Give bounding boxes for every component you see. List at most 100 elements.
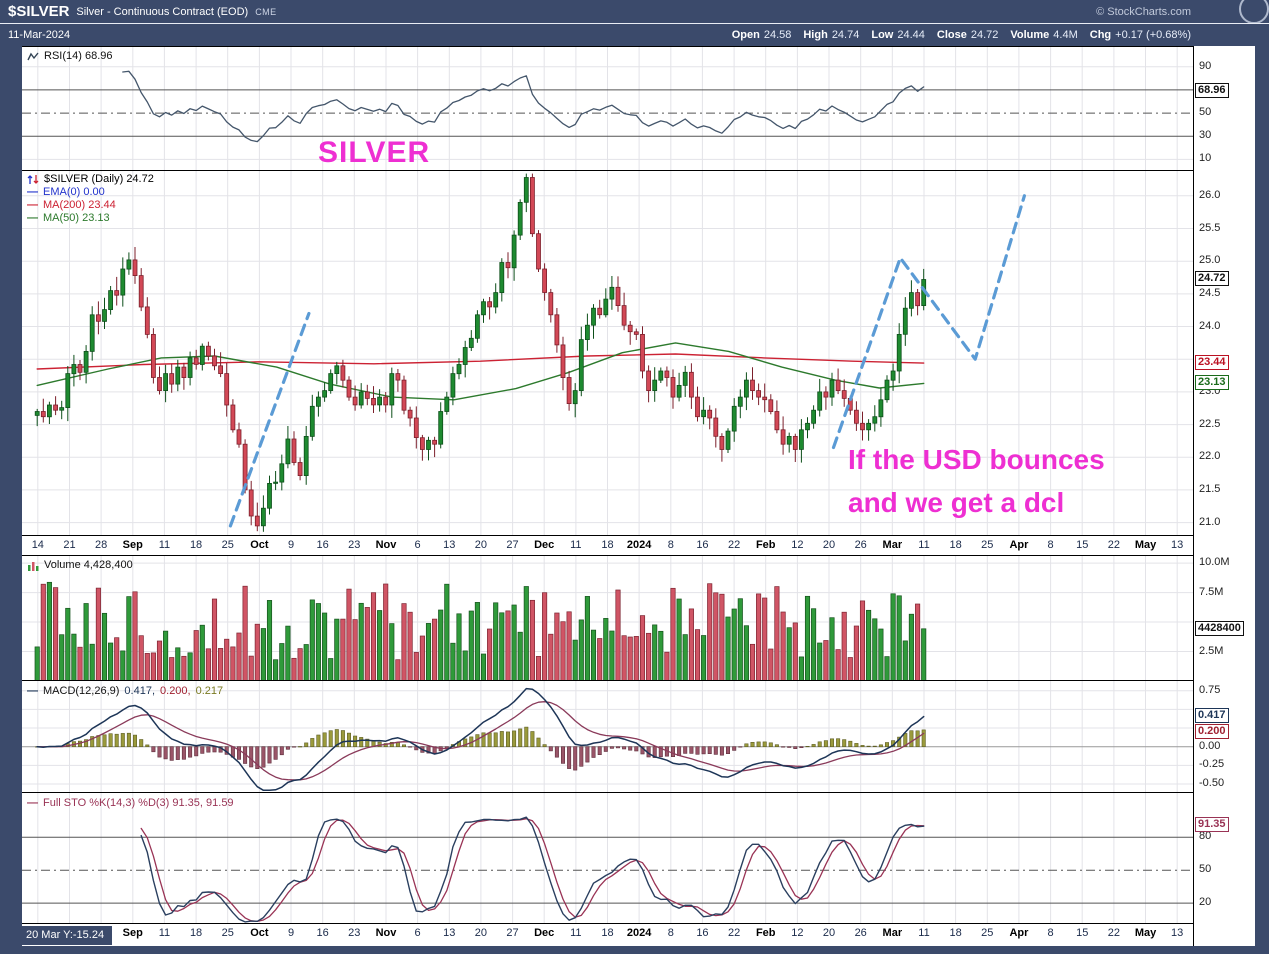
quote-value: 24.74 bbox=[831, 29, 860, 41]
x-axis-tick: 15 bbox=[1076, 539, 1089, 551]
axis-value-label: 21.5 bbox=[1199, 482, 1221, 495]
ma50-swatch-icon: — bbox=[27, 212, 38, 224]
quote-label: Low bbox=[871, 29, 894, 41]
price-plot[interactable] bbox=[22, 171, 1193, 536]
x-axis-tick: Feb bbox=[755, 539, 776, 551]
quote-value: 24.58 bbox=[763, 29, 792, 41]
chart-date: 11-Mar-2024 bbox=[8, 29, 71, 41]
axis-value-label: 0.75 bbox=[1199, 683, 1221, 696]
x-axis-tick: 25 bbox=[221, 927, 234, 939]
symbol: $SILVER bbox=[8, 3, 70, 20]
macd-plot[interactable] bbox=[22, 681, 1193, 792]
x-axis-tick: 12 bbox=[791, 927, 804, 939]
stochastics-plot[interactable] bbox=[22, 793, 1193, 924]
quote-label: High bbox=[803, 29, 828, 41]
quote-value: 24.72 bbox=[970, 29, 999, 41]
stockcharts-watermark: © StockCharts.com bbox=[1096, 5, 1191, 18]
x-axis-tick: 23 bbox=[348, 539, 361, 551]
axis-value-label: 21.0 bbox=[1199, 515, 1221, 528]
x-axis-tick: 26 bbox=[854, 539, 867, 551]
x-axis-tick: 9 bbox=[287, 927, 295, 939]
quote-row: 11-Mar-2024 Open 24.58 High 24.74 Low 24.44 Cl… bbox=[0, 24, 1269, 46]
axis-value-label: 0.00 bbox=[1199, 739, 1221, 752]
x-axis-tick: 23 bbox=[348, 927, 361, 939]
x-axis-tick: 11 bbox=[158, 539, 171, 551]
x-axis-tick: 8 bbox=[1047, 927, 1054, 939]
x-axis-tick: Apr bbox=[1009, 539, 1029, 551]
axis-value-label: 30 bbox=[1199, 129, 1212, 142]
ma50-label: MA(50) 23.13 bbox=[43, 212, 110, 224]
value-callout: 23.44 bbox=[1195, 355, 1229, 371]
x-axis-tick: Oct bbox=[250, 539, 269, 551]
quote-label: Volume bbox=[1010, 29, 1050, 41]
volume-panel[interactable] bbox=[22, 555, 1193, 680]
x-axis-tick: Nov bbox=[375, 539, 397, 551]
ema-label: EMA(0) 0.00 bbox=[43, 186, 105, 198]
x-axis-tick: 22 bbox=[727, 927, 741, 939]
volume-title: Volume 4,428,400 bbox=[44, 559, 133, 571]
axis-value-label: 50 bbox=[1199, 863, 1212, 876]
x-axis-tick: 21 bbox=[63, 539, 76, 551]
x-axis-tick: 22 bbox=[1107, 539, 1120, 551]
x-axis-tick: 20 bbox=[474, 927, 488, 939]
x-axis-tick: Dec bbox=[534, 539, 555, 551]
value-callout: 0.417 bbox=[1195, 707, 1229, 723]
x-axis-tick: 13 bbox=[1171, 539, 1184, 551]
date-axis-top: 14 21 28 Sep 11 18 25 Oct 9 16 23 Nov 6 13 20 27 Dec 11 18… bbox=[22, 536, 1193, 555]
x-axis-tick: 13 bbox=[443, 927, 456, 939]
x-axis-tick: 12 bbox=[791, 539, 804, 551]
axis-value-label: 24.5 bbox=[1199, 286, 1221, 299]
crosshair-readout: 20 Mar Y:-15.24 bbox=[22, 926, 113, 945]
x-axis-tick: 8 bbox=[667, 539, 674, 551]
x-axis-tick: 11 bbox=[570, 539, 582, 551]
x-axis-tick: 22 bbox=[727, 539, 741, 551]
ma200-swatch-icon: — bbox=[27, 199, 38, 211]
macd-panel[interactable] bbox=[22, 680, 1193, 792]
x-axis-tick: 18 bbox=[189, 927, 203, 939]
x-axis-tick: 2024 bbox=[626, 539, 652, 551]
rsi-plot[interactable] bbox=[22, 47, 1193, 170]
macd-hist-value: 0.217 bbox=[195, 685, 224, 697]
x-axis-tick: Dec bbox=[534, 927, 555, 939]
x-axis-tick: 11 bbox=[158, 927, 171, 939]
axis-value-label: 2.5M bbox=[1199, 644, 1224, 657]
x-axis-tick: 18 bbox=[949, 927, 962, 939]
x-axis-tick: 8 bbox=[1047, 539, 1054, 551]
x-axis-tick: 20 bbox=[474, 539, 488, 551]
axis-value-label: 22.0 bbox=[1199, 450, 1221, 463]
symbol-description: Silver - Continuous Contract (EOD) bbox=[76, 5, 249, 18]
value-callout: 91.35 bbox=[1195, 816, 1229, 832]
x-axis-tick: 2024 bbox=[626, 927, 652, 939]
x-axis-tick: Oct bbox=[250, 927, 269, 939]
stochastics-panel[interactable] bbox=[22, 792, 1193, 924]
x-axis-tick: 6 bbox=[414, 927, 421, 939]
title-row: $SILVER Silver - Continuous Contract (EO… bbox=[0, 0, 1269, 24]
x-axis-tick: 22 bbox=[1107, 927, 1120, 939]
price-panel[interactable] bbox=[22, 170, 1193, 536]
value-axis-gutter: 90 50 30 10 26.0 25.5 25.0 24.5 24.0 23.0 22.5 22.0… bbox=[1193, 46, 1255, 946]
x-axis-tick: 20 bbox=[822, 539, 836, 551]
axis-value-label: 24.0 bbox=[1199, 319, 1221, 332]
x-axis-tick: 20 bbox=[822, 927, 836, 939]
axis-value-label: 22.5 bbox=[1199, 417, 1221, 430]
exchange-label: CME bbox=[255, 6, 277, 17]
volume-plot[interactable] bbox=[22, 556, 1193, 680]
line-chart-icon bbox=[27, 52, 39, 60]
volume-bars-icon bbox=[28, 561, 39, 571]
macd-title: MACD(12,26,9) bbox=[43, 685, 120, 697]
ema-swatch-icon: — bbox=[27, 186, 38, 198]
x-axis-tick: 9 bbox=[287, 539, 295, 551]
rsi-title: RSI(14) 68.96 bbox=[44, 50, 113, 62]
rsi-panel[interactable] bbox=[22, 46, 1193, 170]
axis-value-label: 90 bbox=[1199, 59, 1212, 72]
quote-value: 24.44 bbox=[897, 29, 925, 41]
x-axis-tick: Mar bbox=[882, 539, 903, 551]
x-axis-tick: 16 bbox=[316, 927, 329, 939]
x-axis-tick: 18 bbox=[601, 539, 614, 551]
x-axis-tick: 16 bbox=[696, 927, 709, 939]
quote-label: Open bbox=[731, 29, 760, 41]
stochastics-legend: — Full STO %K(14,3) %D(3) 91.35, 91.59 bbox=[27, 797, 234, 809]
x-axis-tick: 16 bbox=[316, 539, 329, 551]
ma200-label: MA(200) 23.44 bbox=[43, 199, 116, 211]
value-callout: 4428400 bbox=[1195, 620, 1244, 636]
